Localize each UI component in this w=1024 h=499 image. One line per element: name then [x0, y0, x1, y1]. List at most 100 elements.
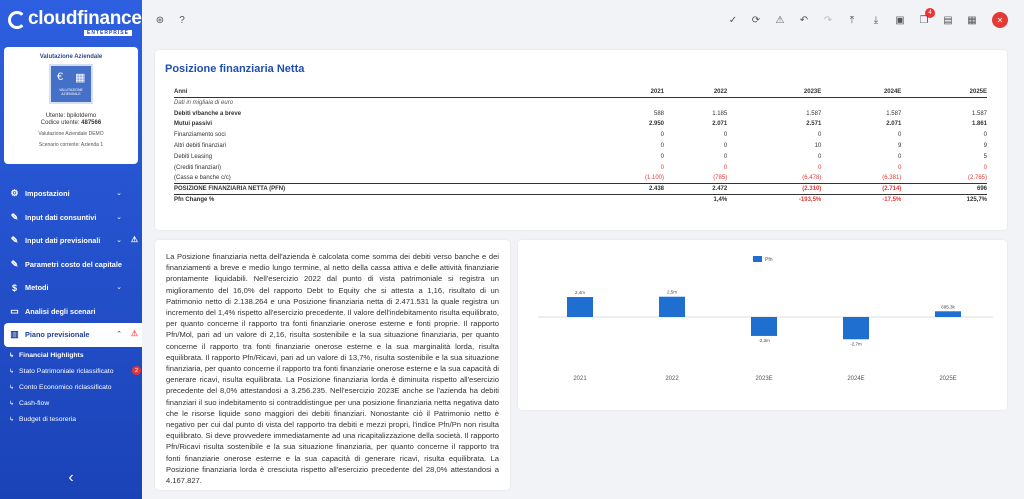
help-icon[interactable]: ? [179, 14, 185, 26]
nav-input-previsionali[interactable]: ✎ Input dati previsionali ⌄ ⚠ [0, 229, 142, 253]
row-label: POSIZIONE FINANZIARIA NETTA (PFN) [174, 183, 584, 195]
subnav-conto-economico[interactable]: ↳ Conto Economico riclassificato [0, 379, 142, 395]
table-cell [584, 194, 665, 206]
subnav-cash-flow[interactable]: ↳ Cash-flow [0, 396, 142, 412]
table-row: Mutui passivi 2.950 2.071 2.571 2.071 1.861 [174, 119, 987, 130]
nav-analisi-scenari[interactable]: ▭ Analisi degli scenari [0, 300, 142, 324]
chevron-down-icon: ⌄ [116, 237, 122, 244]
column-header: 2025E [901, 87, 987, 98]
collapse-sidebar-button[interactable]: ‹ [0, 462, 142, 494]
nav-label: Input dati consuntivi [25, 212, 97, 222]
chevron-left-icon: ‹ [68, 469, 74, 486]
table-cell: 0 [660, 164, 665, 171]
subnav-label: Stato Patrimoniale riclassificato [19, 367, 114, 375]
product-image: € ▦ VALUTAZIONE AZIENDALE [49, 64, 93, 104]
bar[interactable] [935, 311, 961, 317]
table-cell: 696 [901, 183, 987, 195]
arrow-icon: ↳ [9, 401, 15, 408]
pfn-table: Anni 2021 2022 2023E 2024E 2025E Dati in… [174, 87, 987, 206]
table-row: (Cassa e banche c/c) (1.100) (785) (6.478) (… [174, 173, 987, 184]
nav-input-consuntivi[interactable]: ✎ Input dati consuntivi ⌄ [0, 206, 142, 230]
nav-metodi[interactable]: $ Metodi ⌄ [0, 276, 142, 300]
column-header: Anni [174, 87, 584, 98]
table-cell: 0 [983, 132, 987, 139]
table-cell: 0 [660, 153, 665, 160]
table-cell: (6.381) [882, 175, 902, 182]
row-label: Dati in migliaia di euro [174, 100, 234, 107]
nav-impostazioni[interactable]: ⚙ Impostazioni ⌄ [0, 182, 142, 206]
table-header-row: Anni 2021 2022 2023E 2024E 2025E [174, 87, 987, 98]
nav-parametri-costo-capitale[interactable]: ✎ Parametri costo del capitale [0, 253, 142, 277]
table-cell: 0 [723, 132, 728, 139]
bar-chart-icon: ▥ [10, 329, 19, 340]
save-icon[interactable]: ▣ [895, 14, 905, 26]
row-label: Altri debiti finanziari [174, 143, 227, 150]
undo-icon[interactable]: ↶ [799, 14, 809, 26]
table-cell: 2.438 [584, 183, 665, 195]
close-icon: ✕ [996, 15, 1004, 25]
copy-icon[interactable]: ❐ [919, 14, 929, 26]
table-cell: (785) [713, 175, 728, 182]
table-cell: 2.071 [886, 121, 902, 128]
edit-icon: ✎ [10, 258, 19, 269]
subnav-label: Cash-flow [19, 400, 50, 408]
subnav-budget-tesoreria[interactable]: ↳ Budget di tesoreria [0, 412, 142, 428]
arrow-icon: ↳ [9, 384, 15, 391]
table-body: Dati in migliaia di euro Debiti v/banche … [174, 98, 987, 206]
chevron-down-icon: ⌄ [116, 284, 122, 291]
brand-edition: ENTERPRISE [84, 30, 132, 36]
user-name: Utente: bpilotdemo [45, 113, 97, 119]
table-cell: 0 [723, 164, 728, 171]
redo-icon[interactable]: ↷ [823, 14, 833, 26]
edit-icon: ✎ [10, 235, 19, 246]
table-row: POSIZIONE FINANZIARIA NETTA (PFN) 2.438 2.… [174, 183, 987, 195]
bar[interactable] [567, 297, 593, 317]
nav-label: Metodi [25, 283, 49, 293]
table-cell: 0 [897, 132, 902, 139]
row-label: Debiti v/banche a breve [174, 110, 242, 117]
data-label: 2,4m [575, 290, 585, 295]
table-cell: 2.950 [649, 121, 665, 128]
report-icon[interactable]: ▦ [967, 14, 977, 26]
company-name: Valutazione Aziendale DEMO [38, 131, 104, 137]
download-icon[interactable]: ⤓ [873, 14, 879, 26]
product-image-label: VALUTAZIONE AZIENDALE [59, 88, 83, 96]
brand-logo[interactable]: cloudfinance ENTERPRISE [6, 8, 142, 38]
table-row: Dati in migliaia di euro [174, 98, 987, 109]
table-cell: 2.472 [664, 183, 728, 195]
user-code: Codice utente: 487566 [4, 120, 138, 126]
warning-icon[interactable]: ⚠ [775, 14, 785, 26]
table-cell [727, 98, 821, 109]
bar[interactable] [843, 317, 869, 340]
table-cell: 0 [660, 132, 665, 139]
layout-icon[interactable]: ▤ [943, 14, 953, 26]
subnav-financial-highlights[interactable]: ↳ Financial Highlights [0, 347, 142, 363]
bar[interactable] [751, 317, 777, 336]
data-label: -2,3m [758, 338, 770, 343]
support-icon[interactable]: ⊛ [155, 14, 165, 26]
refresh-icon[interactable]: ⟳ [751, 14, 761, 26]
chevron-up-icon: ⌃ [116, 331, 122, 338]
table-cell: 0 [897, 153, 902, 160]
check-icon[interactable]: ✓ [728, 14, 738, 26]
upload-icon[interactable]: ⤒ [849, 14, 855, 26]
window-icon: ▭ [10, 305, 19, 316]
table-cell: (1.100) [645, 175, 665, 182]
legend-swatch [753, 256, 762, 262]
table-cell: 1.587 [971, 110, 987, 117]
table-cell: 1.587 [806, 110, 822, 117]
table-cell: 1,4% [664, 194, 728, 206]
building-icon: ▦ [75, 72, 86, 84]
edit-icon: ✎ [10, 211, 19, 222]
warning-icon: ⚠ [130, 329, 138, 338]
row-label: (Crediti finanziari) [174, 164, 222, 171]
bar[interactable] [659, 296, 685, 317]
table-row: Pfn Change % 1,4% -193,5% -17,5% 125,7% [174, 194, 987, 206]
subnav-stato-patrimoniale[interactable]: ↳ Stato Patrimoniale riclassificato 2 [0, 363, 142, 379]
nav-piano-previsionale[interactable]: ▥ Piano previsionale ⌃ ⚠ [4, 323, 142, 347]
close-button[interactable]: ✕ [992, 12, 1008, 28]
x-tick-label: 2022 [665, 376, 679, 382]
euro-coin-icon: € [57, 71, 64, 83]
table-cell: 5 [983, 153, 987, 160]
